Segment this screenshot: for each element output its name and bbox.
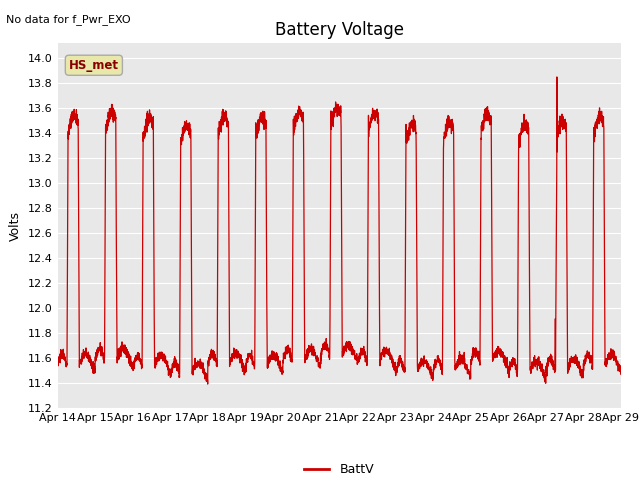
Y-axis label: Volts: Volts — [10, 211, 22, 240]
Text: HS_met: HS_met — [69, 59, 119, 72]
Legend: BattV: BattV — [300, 458, 379, 480]
Text: No data for f_Pwr_EXO: No data for f_Pwr_EXO — [6, 14, 131, 25]
Title: Battery Voltage: Battery Voltage — [275, 21, 404, 39]
